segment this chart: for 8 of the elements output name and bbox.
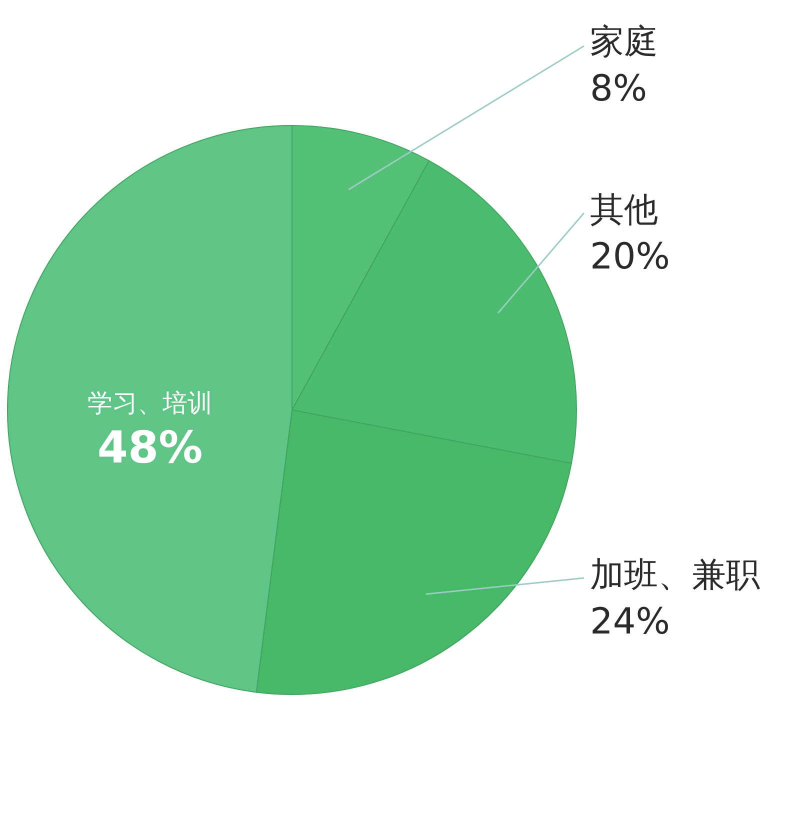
slice-label: 家庭: [590, 22, 658, 62]
slice-label: 其他: [590, 190, 658, 230]
slice-label: 学习、培训: [88, 388, 213, 418]
data-label: 24%: [590, 601, 670, 642]
slice-label: 加班、兼职: [590, 554, 760, 595]
data-label: 20%: [590, 236, 670, 278]
data-label: 8%: [590, 68, 648, 110]
data-label: 48%: [97, 422, 203, 474]
